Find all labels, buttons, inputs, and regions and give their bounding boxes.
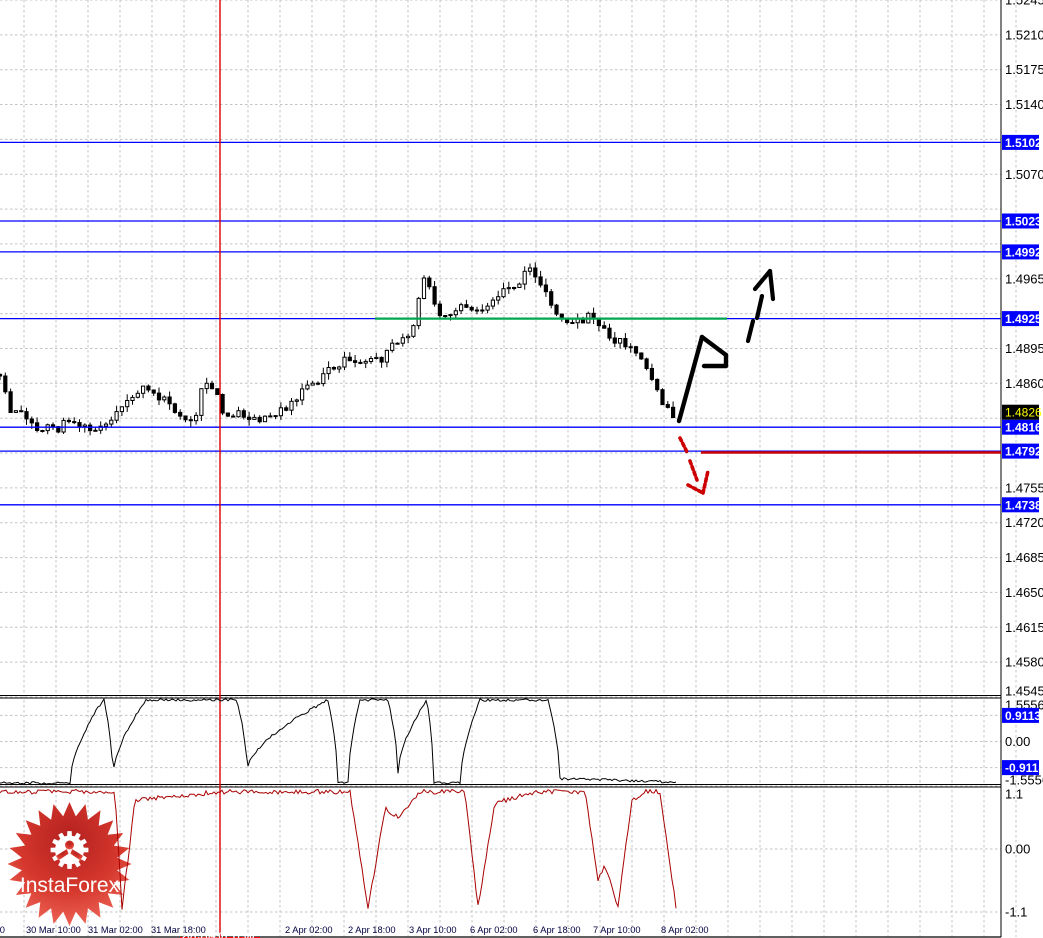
svg-text:1.4650: 1.4650 bbox=[1005, 585, 1043, 600]
svg-text:InstaForex: InstaForex bbox=[20, 874, 120, 897]
svg-text:1.5245: 1.5245 bbox=[1005, 0, 1043, 8]
svg-text:0.00: 0.00 bbox=[1005, 842, 1030, 857]
svg-text:1.4965: 1.4965 bbox=[1005, 271, 1043, 286]
svg-text:1.5070: 1.5070 bbox=[1005, 167, 1043, 182]
svg-text:0.00: 0.00 bbox=[1005, 734, 1030, 749]
svg-text:1.5210: 1.5210 bbox=[1005, 27, 1043, 42]
svg-text:1.5102: 1.5102 bbox=[1005, 136, 1042, 150]
svg-text:1.4545: 1.4545 bbox=[1005, 684, 1043, 699]
svg-text:0.9113: 0.9113 bbox=[1005, 709, 1041, 723]
svg-text:-1.5556: -1.5556 bbox=[1005, 773, 1043, 788]
svg-text:1.4925: 1.4925 bbox=[1005, 312, 1042, 326]
svg-text:1.4992: 1.4992 bbox=[1005, 245, 1042, 259]
svg-text:31 Mar 02:00: 31 Mar 02:00 bbox=[88, 925, 143, 935]
svg-text:6 Apr 02:00: 6 Apr 02:00 bbox=[470, 925, 518, 935]
svg-text:1.4816: 1.4816 bbox=[1005, 421, 1042, 435]
svg-text:1.5023: 1.5023 bbox=[1005, 215, 1042, 229]
svg-text:1.4755: 1.4755 bbox=[1005, 480, 1043, 495]
svg-text:8 Apr 02:00: 8 Apr 02:00 bbox=[661, 925, 709, 935]
svg-text:1.4738: 1.4738 bbox=[1005, 498, 1042, 512]
svg-text:7 Apr 10:00: 7 Apr 10:00 bbox=[593, 925, 641, 935]
svg-text:1.4860: 1.4860 bbox=[1005, 376, 1043, 391]
svg-text:1.4720: 1.4720 bbox=[1005, 515, 1043, 530]
svg-text:2 Apr 18:00: 2 Apr 18:00 bbox=[348, 925, 396, 935]
svg-text:2 Apr 02:00: 2 Apr 02:00 bbox=[285, 925, 333, 935]
svg-text:2015.04.01 11:00: 2015.04.01 11:00 bbox=[182, 931, 254, 938]
svg-text:1.5175: 1.5175 bbox=[1005, 62, 1043, 77]
svg-text:1.4826: 1.4826 bbox=[1005, 406, 1042, 420]
svg-text:1.4615: 1.4615 bbox=[1005, 620, 1043, 635]
svg-text:1.5140: 1.5140 bbox=[1005, 97, 1043, 112]
svg-text:1.4792: 1.4792 bbox=[1005, 445, 1042, 459]
svg-text:1.4580: 1.4580 bbox=[1005, 655, 1043, 670]
svg-text:1.4685: 1.4685 bbox=[1005, 550, 1043, 565]
svg-text:1.4895: 1.4895 bbox=[1005, 341, 1043, 356]
svg-text:6 Apr 18:00: 6 Apr 18:00 bbox=[533, 925, 581, 935]
svg-text:3 Apr 10:00: 3 Apr 10:00 bbox=[409, 925, 457, 935]
svg-text:1.1: 1.1 bbox=[1005, 787, 1023, 802]
svg-text:30 Mar 10:00: 30 Mar 10:00 bbox=[26, 925, 81, 935]
svg-text:-1.1: -1.1 bbox=[1005, 905, 1027, 920]
svg-text::00: :00 bbox=[0, 925, 5, 935]
